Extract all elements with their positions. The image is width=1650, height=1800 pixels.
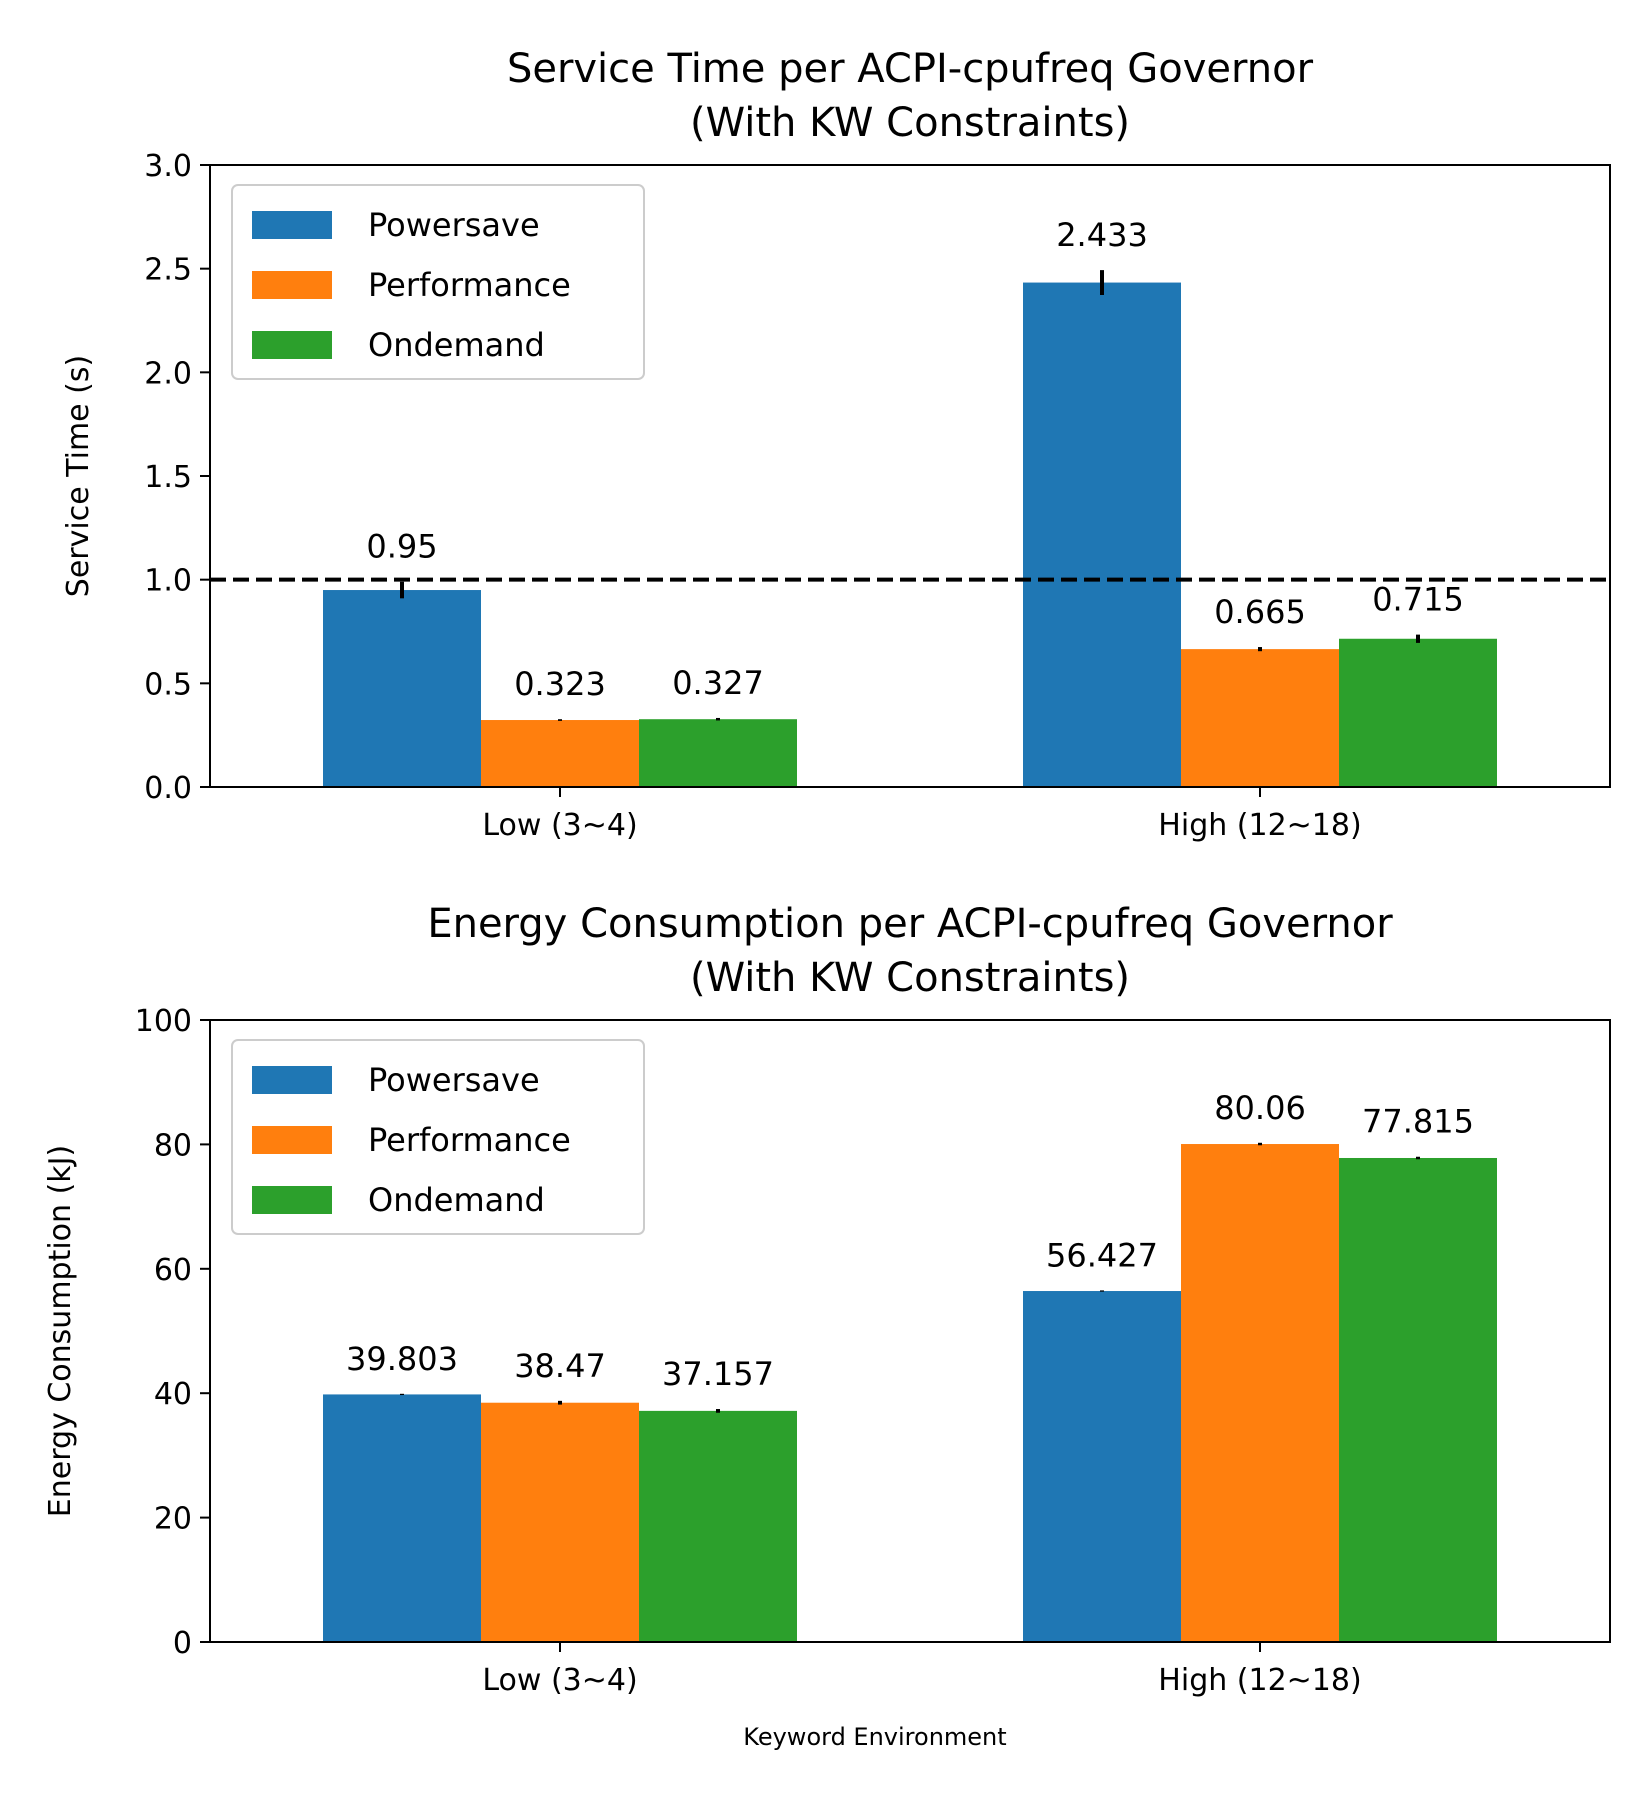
data-label: 0.715 xyxy=(1372,581,1464,619)
y-tick-label: 2.0 xyxy=(144,356,192,391)
y-tick-label: 3.0 xyxy=(144,149,192,184)
legend-label: Powersave xyxy=(368,1061,540,1099)
data-label: 38.47 xyxy=(514,1347,606,1385)
bar xyxy=(639,1410,797,1642)
y-tick-label: 0 xyxy=(173,1626,192,1661)
chart-subtitle: (With KW Constraints) xyxy=(690,955,1130,1001)
legend-swatch xyxy=(252,1066,332,1094)
y-tick-label: 40 xyxy=(154,1377,192,1412)
data-label: 0.327 xyxy=(672,664,764,702)
legend-swatch xyxy=(252,1126,332,1154)
service-time-chart: Service Time per ACPI-cpufreq Governor (W… xyxy=(61,46,1611,843)
bar xyxy=(1339,638,1497,787)
y-tick-label: 0.5 xyxy=(144,667,192,702)
bar xyxy=(1023,282,1181,787)
legend-swatch xyxy=(252,271,332,299)
y-tick-label: 100 xyxy=(135,1004,192,1039)
data-label: 0.323 xyxy=(514,665,606,703)
x-tick-label: Low (3~4) xyxy=(482,808,637,843)
legend-label: Ondemand xyxy=(368,1181,545,1219)
bar xyxy=(323,1394,481,1642)
legend-label: Powersave xyxy=(368,206,540,244)
energy-consumption-chart: Energy Consumption per ACPI-cpufreq Gove… xyxy=(43,901,1611,1698)
data-label: 37.157 xyxy=(662,1355,774,1393)
x-tick-label: Low (3~4) xyxy=(482,1663,637,1698)
data-label: 39.803 xyxy=(346,1340,458,1378)
data-label: 0.95 xyxy=(366,528,437,566)
x-tick-label: High (12~18) xyxy=(1158,1663,1361,1698)
y-axis-label: Service Time (s) xyxy=(61,355,96,597)
bar xyxy=(323,590,481,787)
data-label: 56.427 xyxy=(1046,1236,1158,1274)
chart-title: Energy Consumption per ACPI-cpufreq Gove… xyxy=(427,901,1393,947)
bar xyxy=(1181,1144,1339,1642)
legend-box xyxy=(231,1039,645,1235)
y-tick-label: 80 xyxy=(154,1128,192,1163)
bar xyxy=(1181,649,1339,787)
legend-label: Performance xyxy=(368,266,571,304)
plot-frame xyxy=(209,1019,1611,1643)
bar xyxy=(481,720,639,787)
x-tick-label: High (12~18) xyxy=(1158,808,1361,843)
y-tick-label: 0.0 xyxy=(144,771,192,806)
y-tick-label: 60 xyxy=(154,1253,192,1288)
legend-label: Ondemand xyxy=(368,326,545,364)
y-tick-label: 1.0 xyxy=(144,564,192,599)
legend-swatch xyxy=(252,211,332,239)
bar xyxy=(481,1402,639,1642)
legend-swatch xyxy=(252,1186,332,1214)
data-label: 2.433 xyxy=(1056,216,1148,254)
y-tick-label: 2.5 xyxy=(144,253,192,288)
data-label: 77.815 xyxy=(1362,1103,1474,1141)
bar xyxy=(639,719,797,787)
legend-swatch xyxy=(252,331,332,359)
y-axis-label: Energy Consumption (kJ) xyxy=(43,1145,78,1517)
figure-x-axis-label: Keyword Environment xyxy=(743,1723,1006,1751)
y-tick-label: 20 xyxy=(154,1502,192,1537)
data-label: 0.665 xyxy=(1214,593,1306,631)
legend-label: Performance xyxy=(368,1121,571,1159)
chart-subtitle: (With KW Constraints) xyxy=(690,100,1130,146)
bar xyxy=(1339,1157,1497,1642)
y-tick-label: 1.5 xyxy=(144,460,192,495)
legend-box xyxy=(231,184,645,380)
data-label: 80.06 xyxy=(1214,1089,1306,1127)
bar xyxy=(1023,1291,1181,1642)
chart-title: Service Time per ACPI-cpufreq Governor xyxy=(507,46,1314,92)
